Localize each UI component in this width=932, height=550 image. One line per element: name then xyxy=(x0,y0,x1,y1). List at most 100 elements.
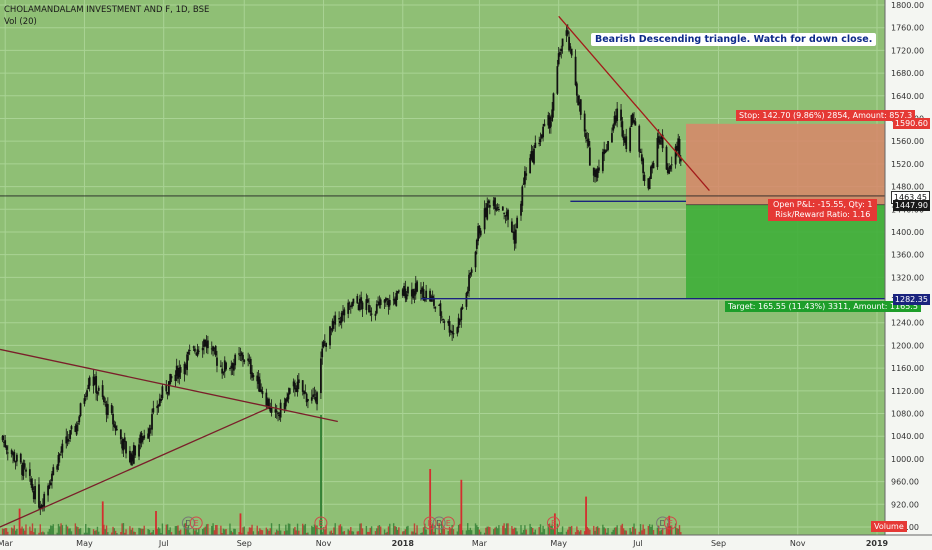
candle-body xyxy=(303,390,305,395)
volume-bar xyxy=(620,525,622,535)
volume-bar xyxy=(457,524,460,535)
volume-bar xyxy=(30,530,32,535)
volume-bar xyxy=(221,532,223,535)
candle-body xyxy=(239,355,242,357)
volume-bar xyxy=(647,525,650,535)
candle-body xyxy=(232,363,235,371)
volume-bar xyxy=(374,531,377,535)
candle-body xyxy=(329,326,331,346)
candle-body xyxy=(161,386,164,399)
candle-body xyxy=(274,409,277,413)
volume-bar xyxy=(334,523,336,535)
volume-bar xyxy=(48,528,51,535)
volume-bar xyxy=(22,528,25,535)
volume-bar xyxy=(112,526,114,535)
volume-bar xyxy=(122,523,125,535)
volume-bar xyxy=(407,525,409,535)
volume-bar xyxy=(602,524,604,535)
volume-bar xyxy=(607,528,609,535)
candle-body xyxy=(414,283,417,295)
volume-bar xyxy=(170,532,173,535)
candle-body xyxy=(231,363,234,369)
candle-body xyxy=(405,294,408,300)
candle-body xyxy=(679,158,682,162)
candle-body xyxy=(578,101,581,105)
volume-bar xyxy=(16,528,18,535)
volume-bar xyxy=(304,523,307,535)
volume-bar xyxy=(539,524,542,535)
candle-body xyxy=(142,436,144,441)
volume-bar xyxy=(143,525,145,535)
x-tick-label: May xyxy=(550,539,567,548)
volume-bar xyxy=(593,525,595,535)
volume-bar xyxy=(598,527,600,535)
volume-bar xyxy=(660,529,663,535)
candle-body xyxy=(97,387,100,391)
volume-bar xyxy=(552,529,555,535)
candle-body xyxy=(348,302,351,304)
volume-spike xyxy=(429,469,432,535)
volume-bar xyxy=(557,532,560,535)
candle-body xyxy=(75,424,78,435)
volume-bar xyxy=(350,527,352,535)
volume-bar xyxy=(251,524,253,535)
candle-body xyxy=(460,308,463,321)
candle-body xyxy=(333,322,335,324)
volume-bar xyxy=(248,527,251,535)
volume-bar xyxy=(402,531,404,535)
volume-bar xyxy=(603,527,605,535)
candle-body xyxy=(178,368,181,378)
candle-body xyxy=(601,151,604,172)
volume-spike xyxy=(460,479,463,535)
volume-bar xyxy=(638,531,640,535)
volume-bar xyxy=(212,523,214,535)
candle-body xyxy=(549,121,552,127)
volume-bar xyxy=(296,523,299,535)
candle-body xyxy=(676,145,678,151)
event-marker xyxy=(181,516,195,530)
candle-body xyxy=(214,345,217,356)
y-tick-label: 1640.00 xyxy=(891,92,924,101)
candle-body xyxy=(631,113,634,124)
candle-body xyxy=(513,231,516,244)
candle-body xyxy=(78,416,81,423)
volume-bar xyxy=(96,526,99,535)
volume-bar xyxy=(277,530,279,535)
candle-body xyxy=(624,137,626,143)
volume-bar xyxy=(560,531,562,535)
candle-body xyxy=(247,358,250,361)
candle-body xyxy=(647,178,650,189)
y-tick-label: 1160.00 xyxy=(891,364,924,373)
candle-body xyxy=(331,320,334,331)
candle-body xyxy=(330,328,333,330)
candle-body xyxy=(457,317,460,329)
candle-body xyxy=(4,440,7,448)
candle-body xyxy=(525,173,528,176)
volume-bar xyxy=(412,531,414,535)
volume-bar xyxy=(151,532,153,535)
candle-body xyxy=(28,469,31,476)
volume-bar xyxy=(439,532,442,535)
volume-bar xyxy=(420,532,422,535)
volume-bar xyxy=(23,530,26,535)
candle-body xyxy=(349,305,352,308)
volume-bar xyxy=(33,532,35,535)
volume-bar xyxy=(205,524,208,535)
volume-bar xyxy=(51,525,53,535)
candle-body xyxy=(197,350,200,352)
volume-bar xyxy=(338,525,340,535)
candle-body xyxy=(147,433,150,439)
volume-bar xyxy=(250,527,252,535)
volume-bar xyxy=(516,531,518,535)
candle-body xyxy=(366,299,369,303)
candle-body xyxy=(448,321,451,333)
volume-spike xyxy=(101,501,104,535)
candle-body xyxy=(278,414,281,417)
x-tick-label: Mar xyxy=(472,539,488,548)
candle-body xyxy=(84,396,87,398)
volume-bar xyxy=(392,523,395,535)
volume-bar xyxy=(185,523,187,535)
candle-body xyxy=(487,200,490,203)
candle-body xyxy=(603,149,606,155)
